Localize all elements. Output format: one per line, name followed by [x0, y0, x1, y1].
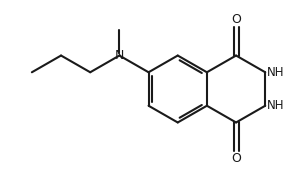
Text: N: N: [115, 49, 124, 62]
Text: NH: NH: [267, 66, 285, 79]
Text: O: O: [231, 152, 241, 165]
Text: NH: NH: [267, 99, 285, 112]
Text: O: O: [231, 13, 241, 26]
